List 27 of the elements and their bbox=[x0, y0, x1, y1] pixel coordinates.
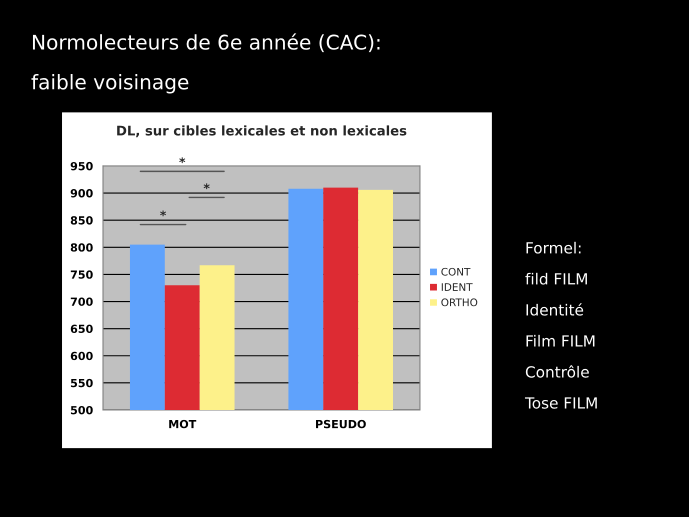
text: Contrôle bbox=[526, 365, 589, 378]
chart-title: DL, sur cibles lexicales et non lexicales bbox=[117, 125, 406, 138]
text: * bbox=[179, 157, 186, 164]
annotation: * bbox=[160, 210, 166, 216]
y-tick-label: 850 bbox=[70, 216, 93, 225]
y-tick-label: 700 bbox=[70, 298, 93, 306]
text: Identité bbox=[526, 303, 584, 316]
y-tick-label: 800 bbox=[70, 243, 93, 252]
y-tick-label: 550 bbox=[70, 378, 93, 388]
x-tick-label: MOT bbox=[169, 420, 196, 428]
text: fild FILM bbox=[525, 272, 587, 285]
legend-label: ORTHO bbox=[441, 298, 478, 306]
y-tick-label: 650 bbox=[70, 324, 93, 334]
y-tick-label: 750 bbox=[70, 270, 93, 279]
y-tick-label: 900 bbox=[70, 189, 93, 198]
text: Tose FILM bbox=[524, 397, 597, 409]
y-tick-label: 500 bbox=[70, 406, 93, 414]
annotation: * bbox=[204, 183, 210, 190]
text: faible voisinage bbox=[31, 74, 188, 94]
x-tick-label: PSEUDO bbox=[316, 420, 366, 428]
text: Normolecteurs de 6e année (CAC): bbox=[32, 33, 380, 52]
text: Formel: bbox=[526, 242, 581, 254]
legend-label: CONT bbox=[441, 268, 470, 276]
y-tick-label: 950 bbox=[70, 162, 93, 170]
legend-label: IDENT bbox=[442, 283, 473, 291]
text: Film FILM bbox=[526, 334, 594, 346]
y-tick-label: 600 bbox=[70, 352, 93, 360]
